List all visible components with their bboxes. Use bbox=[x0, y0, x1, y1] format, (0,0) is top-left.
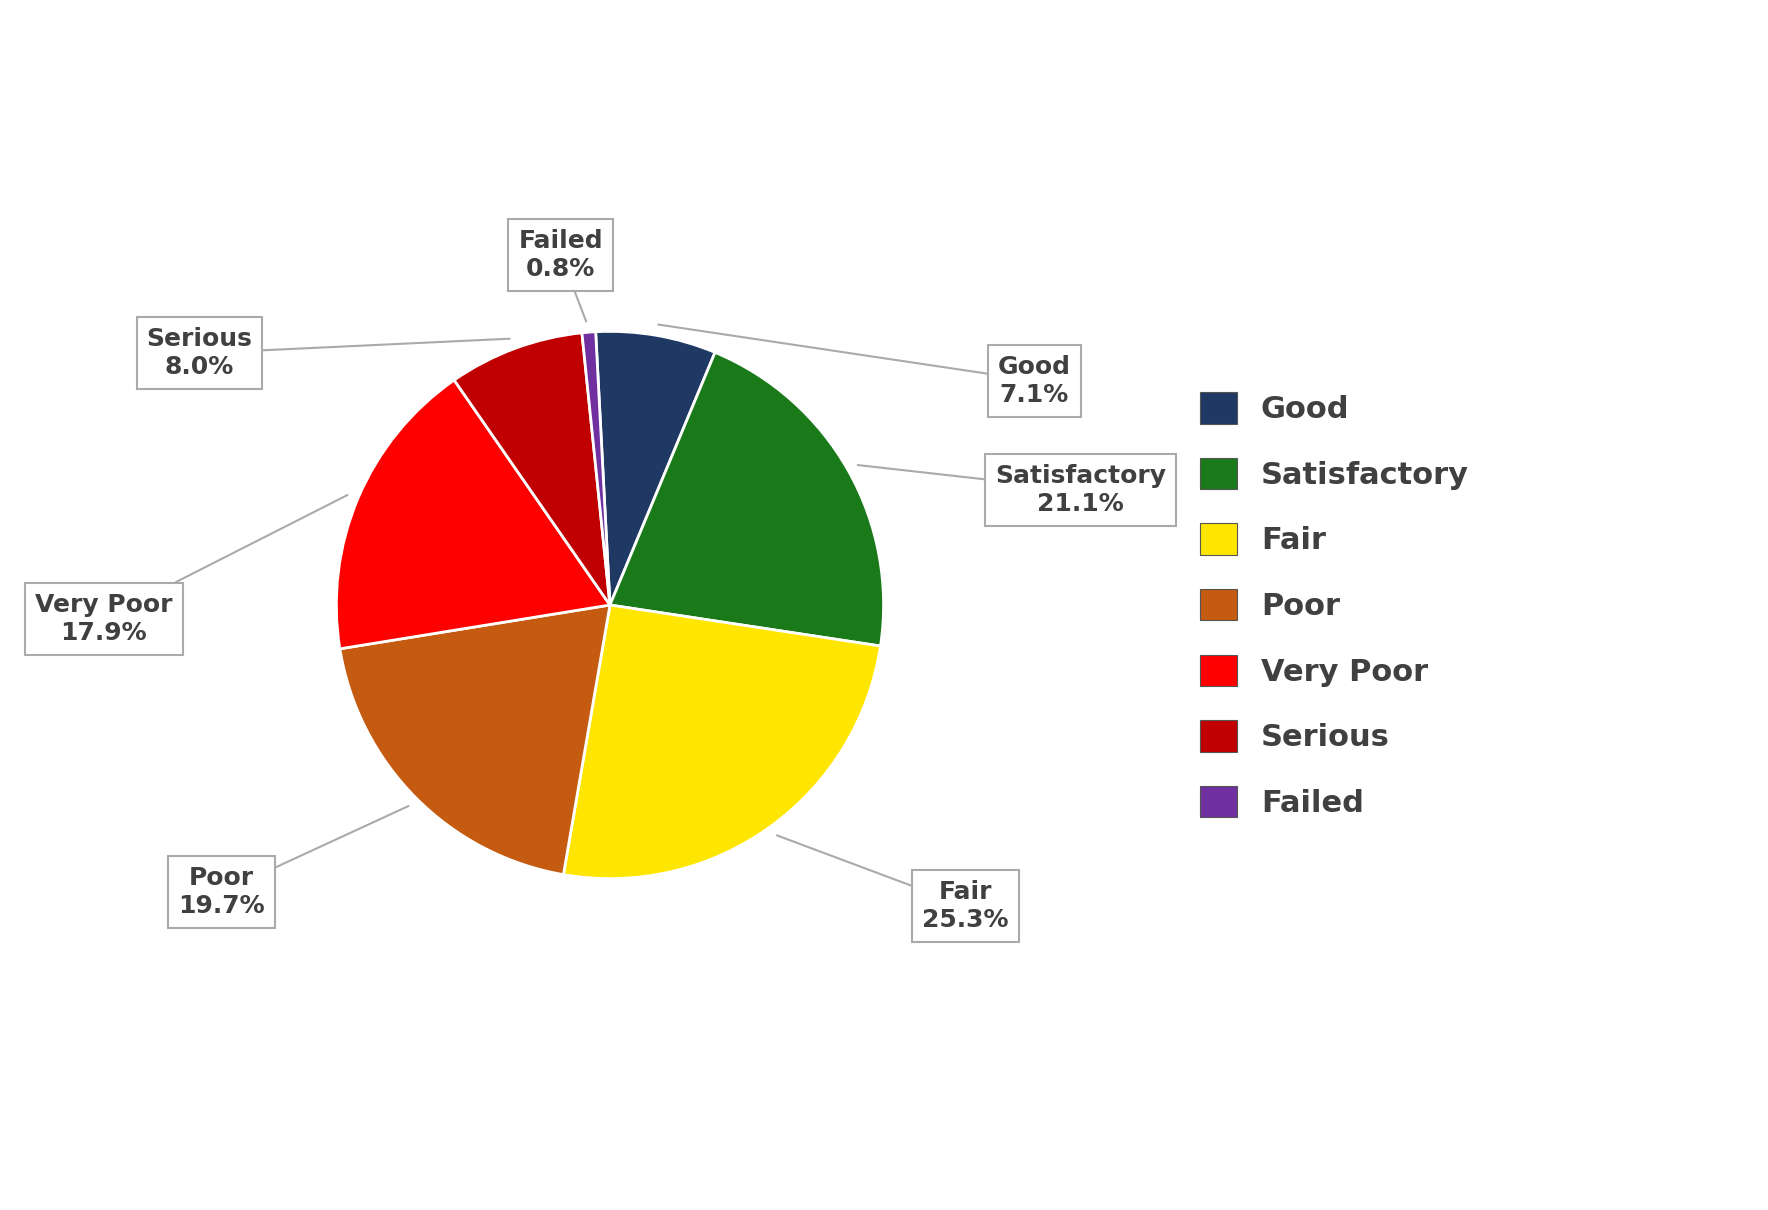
Text: Failed
0.8%: Failed 0.8% bbox=[518, 229, 603, 322]
Text: Poor
19.7%: Poor 19.7% bbox=[179, 806, 408, 918]
Text: Fair
25.3%: Fair 25.3% bbox=[776, 835, 1010, 932]
Text: Serious
8.0%: Serious 8.0% bbox=[147, 328, 509, 379]
Wedge shape bbox=[564, 605, 880, 878]
Wedge shape bbox=[610, 352, 884, 646]
Text: Very Poor
17.9%: Very Poor 17.9% bbox=[35, 495, 348, 645]
Wedge shape bbox=[336, 380, 610, 649]
Wedge shape bbox=[582, 332, 610, 605]
Text: Satisfactory
21.1%: Satisfactory 21.1% bbox=[857, 465, 1167, 515]
Wedge shape bbox=[596, 332, 714, 605]
Text: Good
7.1%: Good 7.1% bbox=[658, 324, 1071, 407]
Legend: Good, Satisfactory, Fair, Poor, Very Poor, Serious, Failed: Good, Satisfactory, Fair, Poor, Very Poo… bbox=[1200, 392, 1469, 818]
Wedge shape bbox=[454, 333, 610, 605]
Wedge shape bbox=[339, 605, 610, 875]
